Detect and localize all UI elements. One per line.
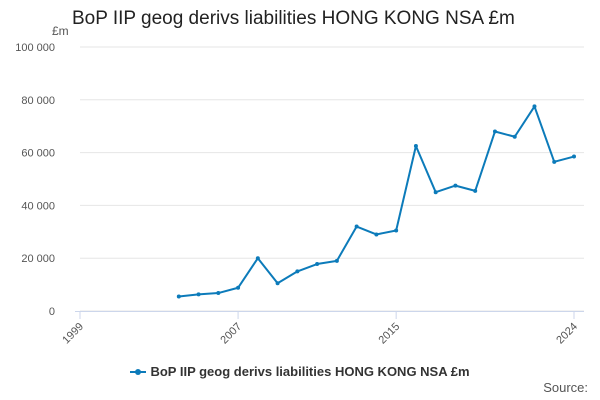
data-point[interactable]	[295, 269, 300, 274]
x-tick-label: 2007	[218, 321, 244, 347]
data-point[interactable]	[473, 188, 478, 193]
data-point[interactable]	[394, 228, 399, 233]
x-tick-label: 1999	[60, 321, 86, 347]
y-tick-label: 100 000	[15, 42, 55, 54]
source-label: Source:	[543, 380, 588, 395]
legend-item[interactable]: BoP IIP geog derivs liabilities HONG KON…	[130, 364, 470, 379]
axes: 0 20 000 40 000 60 000 80 000 100 000 1999 2007…	[15, 42, 584, 346]
series-layer	[176, 104, 576, 299]
data-point[interactable]	[453, 183, 458, 188]
chart-title: BoP IIP geog derivs liabilities HONG KON…	[72, 8, 515, 29]
data-point[interactable]	[255, 256, 260, 261]
data-point[interactable]	[532, 104, 537, 109]
grid-lines	[80, 46, 584, 312]
y-tick-label: 20 000	[21, 253, 55, 265]
data-point[interactable]	[413, 144, 418, 148]
data-point[interactable]	[354, 224, 359, 229]
x-tick-label: 2024	[554, 321, 580, 347]
data-point[interactable]	[572, 154, 576, 159]
data-point[interactable]	[334, 258, 339, 263]
y-tick-label: 40 000	[21, 200, 55, 212]
y-axis-unit-label: £m	[52, 24, 69, 38]
y-tick-label: 60 000	[21, 148, 55, 160]
data-point[interactable]	[433, 190, 438, 195]
data-point[interactable]	[196, 292, 201, 297]
x-tick-label: 2015	[376, 321, 402, 347]
data-point[interactable]	[275, 281, 280, 286]
data-point[interactable]	[374, 232, 379, 237]
legend: BoP IIP geog derivs liabilities HONG KON…	[0, 364, 600, 380]
data-point[interactable]	[176, 294, 181, 299]
data-point[interactable]	[236, 285, 241, 290]
data-point[interactable]	[315, 262, 320, 267]
legend-label: BoP IIP geog derivs liabilities HONG KON…	[150, 364, 470, 379]
data-point[interactable]	[216, 291, 221, 296]
y-tick-label: 0	[49, 306, 55, 318]
data-point[interactable]	[492, 129, 497, 134]
legend-swatch	[130, 367, 147, 377]
data-point[interactable]	[552, 159, 557, 164]
y-tick-label: 80 000	[21, 95, 55, 107]
data-point[interactable]	[512, 134, 517, 139]
